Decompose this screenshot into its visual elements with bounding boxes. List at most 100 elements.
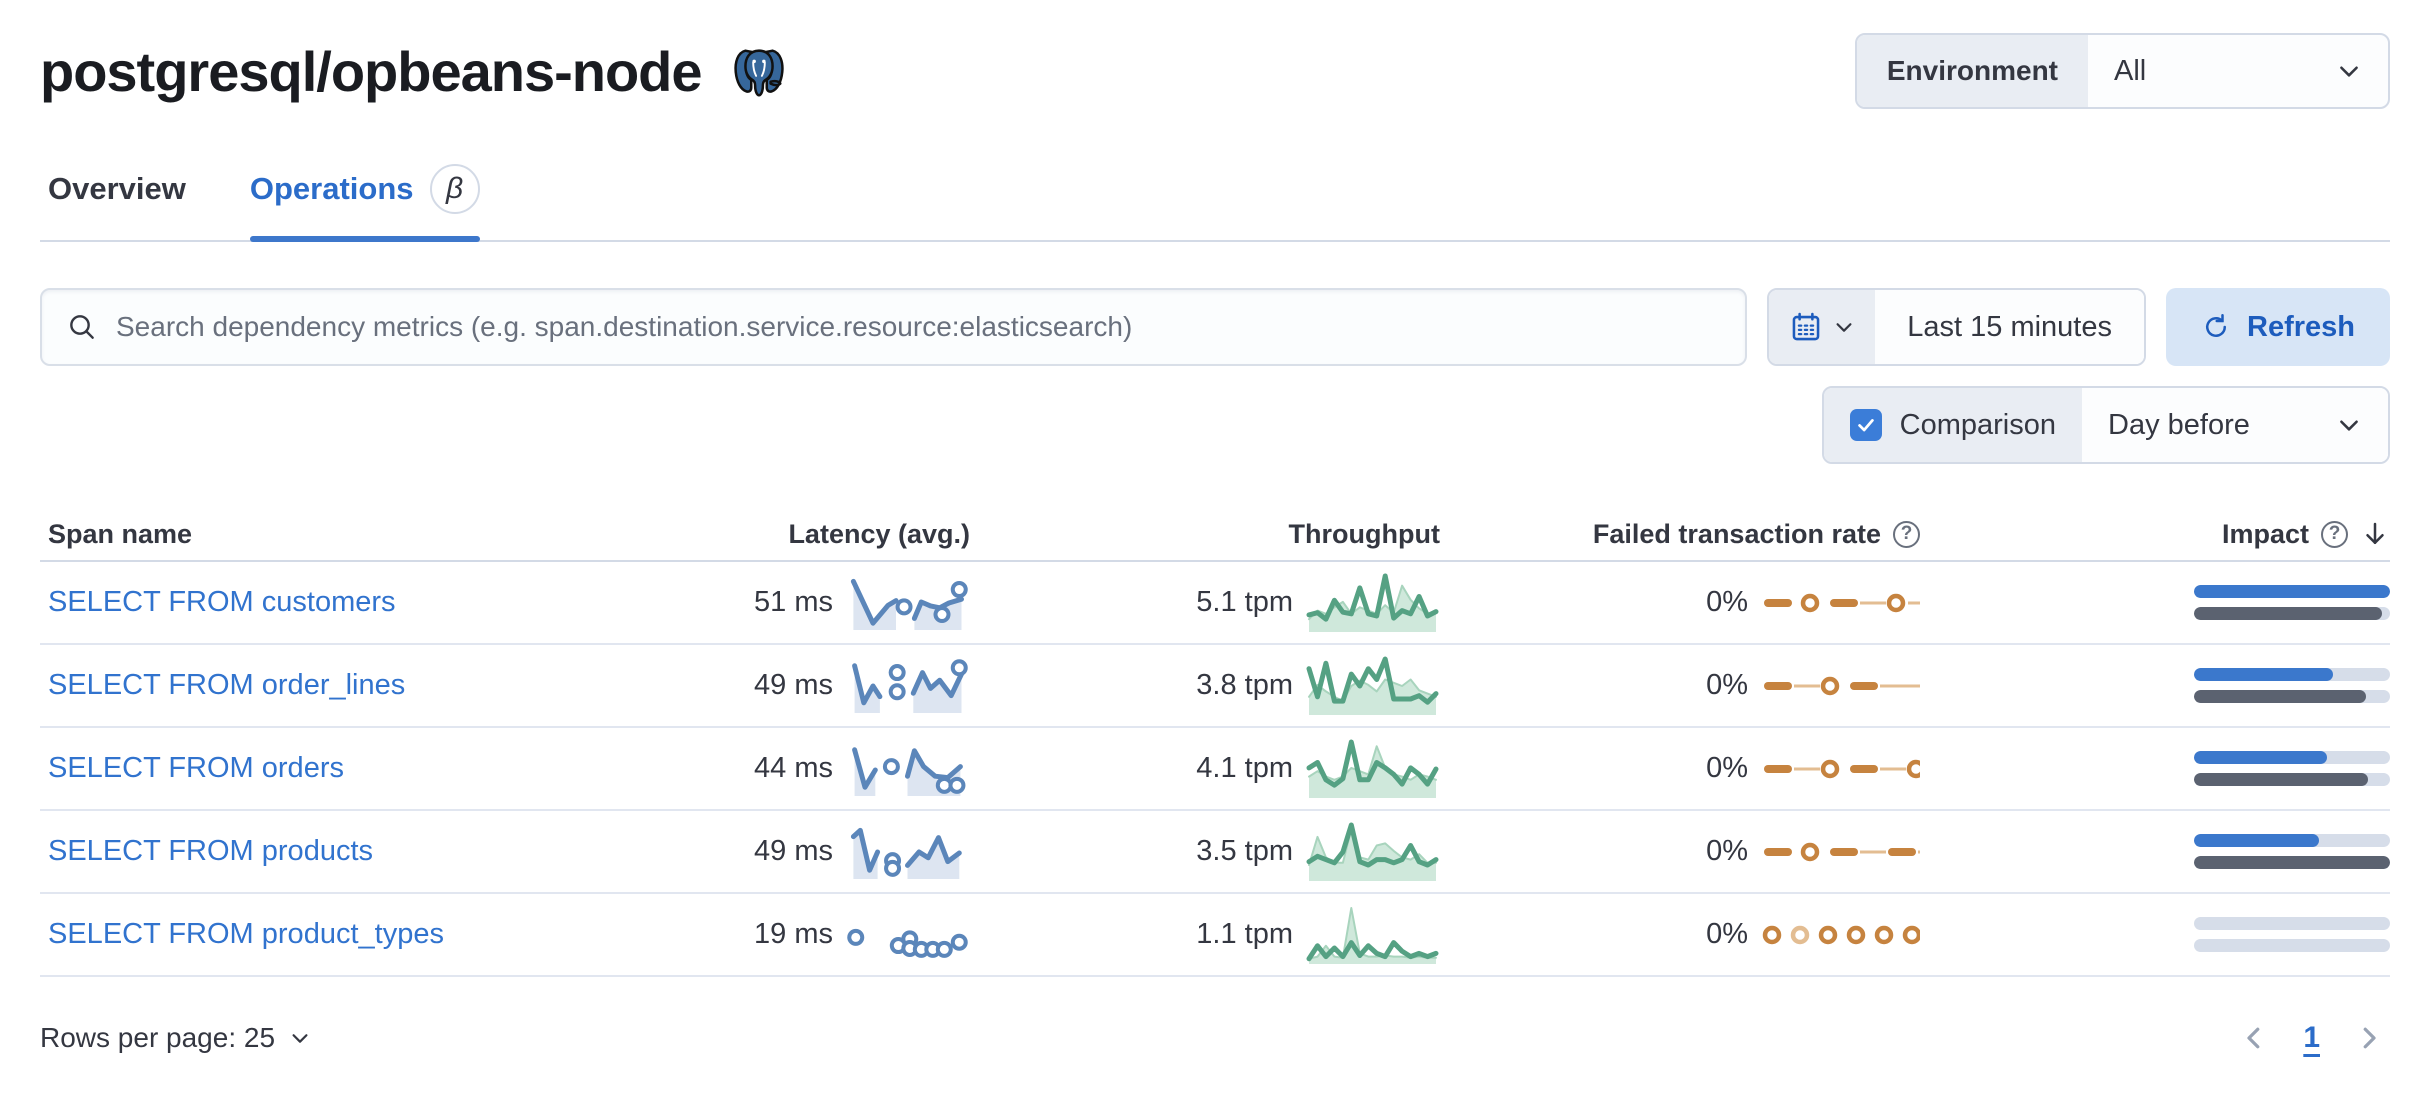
toolbar: Last 15 minutes Refresh (40, 288, 2390, 366)
throughput-value: 1.1 tpm (1196, 918, 1293, 950)
search-box[interactable] (40, 288, 1748, 366)
impact-bar-current (2194, 751, 2390, 764)
tab-operations[interactable]: Operations β (249, 150, 480, 242)
throughput-sparkline (1306, 656, 1439, 715)
page-header: postgresql/opbeans-node (40, 26, 2390, 116)
page-title: postgresql/opbeans-node (40, 39, 702, 103)
latency-sparkline (847, 928, 968, 958)
table-header-row: Span name Latency (avg.) Throughput Fail… (40, 508, 2390, 562)
chevron-down-icon (1836, 323, 1852, 332)
comparison-selected-option: Day before (2108, 408, 2250, 441)
impact-bars (2194, 585, 2390, 620)
latency-sparkline (852, 658, 968, 713)
table-row: SELECT FROM products 49 ms 3.5 tpm 0% (40, 811, 2390, 894)
tab-bar: Overview Operations β (40, 150, 2390, 242)
postgresql-elephant-icon (728, 41, 790, 108)
failed-rate-sparkline (1762, 925, 1920, 944)
failed-rate-value: 0% (1706, 669, 1748, 701)
table-body: SELECT FROM customers 51 ms 5.1 tpm 0% S… (40, 562, 2390, 977)
span-name-link[interactable]: SELECT FROM product_types (48, 918, 444, 950)
impact-bar-previous (2194, 856, 2390, 869)
impact-bars (2194, 751, 2390, 786)
latency-value: 49 ms (754, 669, 833, 701)
column-header-span-name[interactable]: Span name (48, 518, 193, 549)
chevron-left-icon (2247, 1027, 2260, 1049)
tab-overview-label: Overview (48, 171, 186, 206)
refresh-button[interactable]: Refresh (2166, 288, 2390, 366)
latency-value: 49 ms (754, 835, 833, 867)
environment-label: Environment (1856, 35, 2088, 107)
latency-value: 51 ms (754, 586, 833, 618)
impact-bars (2194, 834, 2390, 869)
impact-bars (2194, 917, 2390, 952)
impact-bar-current (2194, 917, 2390, 930)
throughput-sparkline (1306, 822, 1439, 881)
impact-bars (2194, 668, 2390, 703)
comparison-select[interactable]: Day before (2082, 388, 2388, 462)
environment-selected-option: All (2114, 54, 2147, 87)
column-header-latency[interactable]: Latency (avg.) (788, 518, 970, 549)
rows-per-page-label: Rows per page: 25 (40, 1022, 276, 1053)
span-name-link[interactable]: SELECT FROM order_lines (48, 669, 406, 701)
pagination: 1 (2239, 1021, 2384, 1055)
next-page-button[interactable] (2354, 1023, 2384, 1053)
page-number[interactable]: 1 (2303, 1021, 2320, 1054)
sort-desc-arrow-icon (2366, 522, 2384, 544)
chevron-down-icon (2340, 420, 2358, 431)
failed-rate-value: 0% (1706, 918, 1748, 950)
impact-bar-previous (2194, 690, 2390, 703)
search-icon (70, 315, 94, 339)
chevron-down-icon (2340, 66, 2358, 77)
environment-value[interactable]: All (2088, 35, 2388, 107)
impact-bar-current (2194, 668, 2390, 681)
impact-bar-current (2194, 834, 2390, 847)
comparison-control: Comparison Day before (1821, 386, 2390, 464)
throughput-value: 3.8 tpm (1196, 669, 1293, 701)
rows-per-page-button[interactable]: Rows per page: 25 (40, 1022, 311, 1054)
failed-rate-sparkline (1764, 759, 1920, 778)
throughput-value: 3.5 tpm (1196, 835, 1293, 867)
throughput-sparkline (1306, 739, 1439, 798)
failed-rate-sparkline (1764, 593, 1920, 612)
failed-rate-sparkline (1764, 676, 1920, 695)
table-row: SELECT FROM order_lines 49 ms 3.8 tpm 0% (40, 645, 2390, 728)
failed-rate-value: 0% (1706, 835, 1748, 867)
impact-bar-previous (2194, 607, 2390, 620)
beta-badge: β (429, 164, 480, 214)
comparison-label: Comparison (1899, 408, 2056, 441)
span-name-link[interactable]: SELECT FROM customers (48, 586, 396, 618)
throughput-sparkline (1306, 573, 1439, 632)
refresh-icon (2206, 313, 2226, 337)
impact-bar-previous (2194, 939, 2390, 952)
operations-table: Span name Latency (avg.) Throughput Fail… (40, 508, 2390, 977)
refresh-label: Refresh (2247, 310, 2355, 343)
date-picker-quick-menu[interactable] (1769, 290, 1876, 364)
help-icon[interactable]: ? (2321, 520, 2348, 548)
environment-select[interactable]: Environment All (1854, 33, 2390, 109)
comparison-checkbox[interactable] (1849, 409, 1882, 441)
table-row: SELECT FROM product_types 19 ms 1.1 tpm … (40, 894, 2390, 977)
comparison-toggle[interactable]: Comparison (1823, 388, 2082, 462)
impact-bar-current (2194, 585, 2390, 598)
span-name-link[interactable]: SELECT FROM orders (48, 752, 344, 784)
time-range-value[interactable]: Last 15 minutes (1875, 290, 2144, 364)
column-header-impact[interactable]: Impact ? (1920, 519, 2390, 550)
latency-value: 44 ms (754, 752, 833, 784)
date-picker[interactable]: Last 15 minutes (1767, 288, 2146, 366)
table-footer: Rows per page: 25 1 (40, 1021, 2390, 1055)
search-input[interactable] (116, 311, 1722, 343)
column-header-throughput[interactable]: Throughput (1288, 518, 1440, 549)
failed-rate-sparkline (1764, 842, 1920, 861)
tab-operations-label: Operations (249, 171, 414, 206)
latency-sparkline (850, 578, 968, 630)
failed-rate-value: 0% (1706, 752, 1748, 784)
tab-overview[interactable]: Overview (48, 150, 186, 240)
comparison-row: Comparison Day before (40, 386, 2390, 464)
span-name-link[interactable]: SELECT FROM products (48, 835, 374, 867)
help-icon[interactable]: ? (1893, 520, 1920, 548)
previous-page-button[interactable] (2239, 1023, 2269, 1053)
check-icon (1857, 419, 1874, 432)
latency-sparkline (850, 827, 962, 879)
column-header-failed-rate[interactable]: Failed transaction rate ? (1440, 519, 1920, 550)
